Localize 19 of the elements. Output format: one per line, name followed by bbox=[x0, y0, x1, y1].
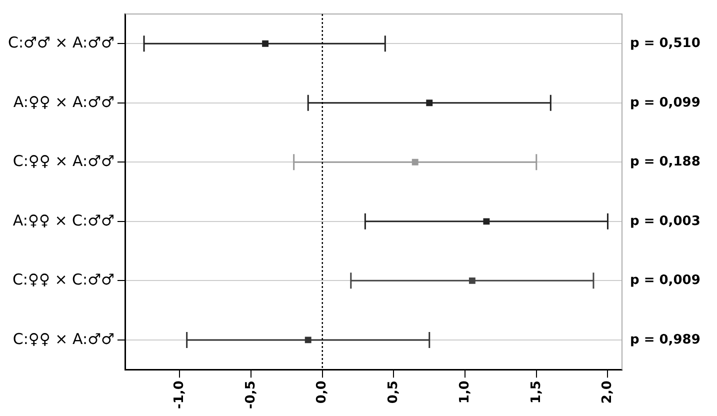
text: p = 0,099 bbox=[630, 95, 700, 110]
y-tick-label: C:♂♂ × A:♂♂ bbox=[8, 34, 114, 52]
x-tick-label: 1,0 bbox=[457, 380, 472, 404]
y-tick-label: A:♀♀ × C:♂♂ bbox=[12, 211, 114, 230]
text: p = 0,188 bbox=[630, 154, 700, 170]
x-tick-label: 1,5 bbox=[528, 380, 544, 404]
x-tick-label: -1,0 bbox=[172, 380, 188, 410]
text: p = 0,510 bbox=[630, 36, 700, 52]
y-tick-label: C:♀♀ × A:♂♂ bbox=[12, 152, 114, 170]
y-tick-label: C:♀♀ × A:♂♂ bbox=[12, 330, 114, 348]
text: p = 0,009 bbox=[630, 273, 700, 288]
x-tick-label: 0,5 bbox=[386, 380, 402, 404]
y-tick-label: A:♀♀ × A:♂♂ bbox=[13, 92, 114, 111]
x-tick-label: -0,5 bbox=[243, 380, 258, 410]
y-tick-label: C:♀♀ × C:♂♂ bbox=[12, 270, 114, 289]
text: p = 0,989 bbox=[630, 332, 700, 348]
text: p = 0,003 bbox=[630, 214, 700, 229]
x-tick-label: 0,0 bbox=[314, 380, 330, 404]
x-tick-label: 2,0 bbox=[600, 380, 616, 404]
